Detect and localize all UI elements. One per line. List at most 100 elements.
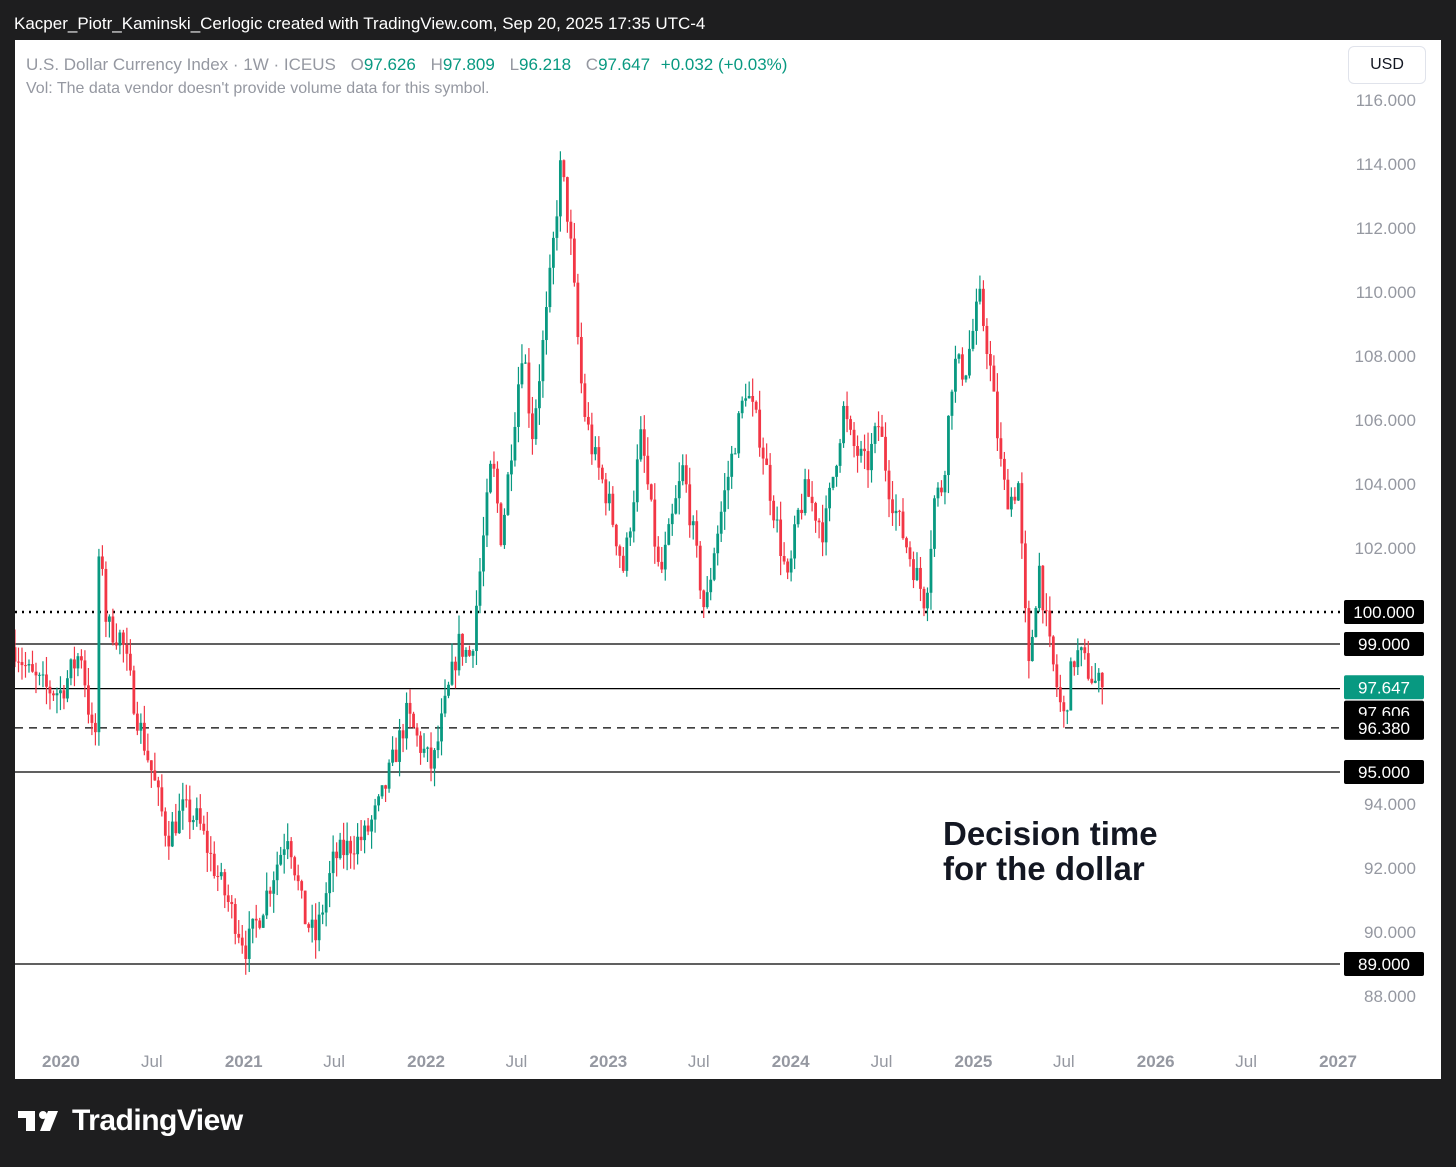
candle-body bbox=[272, 880, 276, 894]
x-tick-label: 2022 bbox=[407, 1052, 445, 1071]
candle-body bbox=[726, 476, 730, 491]
candles-layer bbox=[15, 151, 1104, 975]
candle-body bbox=[177, 810, 181, 834]
candle-body bbox=[17, 661, 20, 663]
candle-body bbox=[1009, 496, 1013, 510]
candle-body bbox=[845, 405, 849, 420]
candle-body bbox=[695, 521, 699, 546]
candle-body bbox=[807, 479, 811, 497]
candle-body bbox=[572, 238, 576, 283]
candle-body bbox=[440, 713, 443, 742]
footer-logo[interactable]: TradingView bbox=[18, 1104, 243, 1138]
candle-body bbox=[80, 656, 83, 661]
candle-body bbox=[125, 644, 129, 654]
level-price-label-bg bbox=[1344, 600, 1424, 624]
candle-body bbox=[48, 686, 52, 694]
candle-body bbox=[517, 384, 520, 427]
candle-body bbox=[510, 460, 513, 475]
candle-body bbox=[436, 741, 440, 751]
candle-body bbox=[642, 429, 646, 456]
candle-body bbox=[485, 492, 489, 536]
candle-body bbox=[1027, 608, 1031, 662]
level-price-label-bg bbox=[1344, 760, 1424, 784]
low-label: L bbox=[509, 55, 520, 74]
candle-body bbox=[768, 464, 772, 501]
candle-body bbox=[824, 508, 828, 543]
candle-body bbox=[565, 177, 569, 222]
candle-body bbox=[62, 690, 66, 699]
candle-body bbox=[482, 535, 485, 572]
level-price-label: 100.000 bbox=[1353, 603, 1414, 622]
candle-body bbox=[1079, 647, 1083, 651]
candle-body bbox=[132, 670, 136, 714]
candle-body bbox=[499, 503, 503, 546]
candle-body bbox=[775, 519, 779, 521]
candle-body bbox=[324, 893, 328, 913]
candle-body bbox=[408, 702, 412, 714]
candle-body bbox=[684, 465, 688, 485]
candle-body bbox=[121, 632, 125, 645]
candle-body bbox=[639, 429, 643, 460]
candle-body bbox=[828, 487, 831, 509]
candle-body bbox=[880, 426, 884, 437]
candle-body bbox=[237, 933, 241, 938]
candle-body bbox=[761, 447, 765, 459]
time-axis: 2020 Jul 2021 Jul 2022 Jul 2023 Jul 2024 Jul 2025 J… bbox=[42, 1052, 1357, 1071]
candle-body bbox=[20, 662, 24, 666]
tradingview-logo-icon bbox=[18, 1111, 58, 1131]
candle-body bbox=[377, 796, 380, 806]
y-tick-label: 114.000 bbox=[1356, 155, 1416, 174]
price-chart[interactable]: 88.000 90.000 92.000 94.000 102.000 104.000 10… bbox=[15, 40, 1441, 1079]
candle-body bbox=[803, 479, 807, 514]
candle-body bbox=[733, 453, 737, 455]
level-price-label: 95.000 bbox=[1358, 763, 1410, 782]
candle-body bbox=[118, 632, 122, 646]
candle-body bbox=[531, 413, 534, 440]
close-value: 97.647 bbox=[598, 55, 651, 74]
candle-body bbox=[646, 455, 650, 485]
candle-body bbox=[985, 325, 989, 354]
candle-body bbox=[380, 785, 384, 797]
candle-body bbox=[1016, 483, 1020, 501]
currency-button[interactable]: USD bbox=[1348, 46, 1426, 84]
candle-body bbox=[55, 693, 59, 696]
candle-body bbox=[289, 841, 293, 858]
candle-body bbox=[506, 474, 510, 515]
candle-body bbox=[478, 571, 482, 606]
candle-body bbox=[128, 653, 132, 671]
candle-body bbox=[852, 429, 856, 447]
candle-body bbox=[279, 854, 283, 865]
candle-body bbox=[254, 918, 258, 921]
symbol-name[interactable]: U.S. Dollar Currency Index · 1W · ICEUS bbox=[26, 55, 336, 74]
candle-body bbox=[1006, 479, 1010, 510]
candle-body bbox=[667, 524, 671, 545]
candle-body bbox=[391, 749, 394, 763]
candle-body bbox=[922, 588, 926, 609]
candle-body bbox=[611, 493, 615, 525]
candle-body bbox=[335, 851, 339, 859]
candle-body bbox=[716, 533, 720, 554]
candle-body bbox=[135, 713, 139, 731]
y-tick-label: 94.000 bbox=[1364, 795, 1416, 814]
candle-body bbox=[405, 702, 408, 739]
candle-body bbox=[891, 499, 894, 514]
x-tick-label: 2020 bbox=[42, 1052, 80, 1071]
candle-body bbox=[433, 750, 436, 769]
candle-body bbox=[293, 857, 297, 876]
price-labels-layer: 100.00099.00097.60696.38095.00089.00097.… bbox=[1344, 600, 1424, 976]
candle-body bbox=[600, 467, 604, 480]
candle-body bbox=[786, 561, 790, 573]
candle-body bbox=[849, 419, 852, 430]
candle-body bbox=[810, 496, 814, 504]
candle-body bbox=[545, 307, 548, 341]
candle-body bbox=[443, 695, 447, 714]
candle-body bbox=[628, 531, 632, 538]
candle-body bbox=[586, 416, 590, 425]
candle-body bbox=[114, 642, 118, 646]
candle-body bbox=[856, 446, 859, 456]
candle-body bbox=[328, 873, 332, 894]
candle-body bbox=[156, 780, 160, 788]
candle-body bbox=[139, 722, 143, 731]
candle-body bbox=[674, 498, 678, 514]
candle-body bbox=[356, 836, 360, 855]
